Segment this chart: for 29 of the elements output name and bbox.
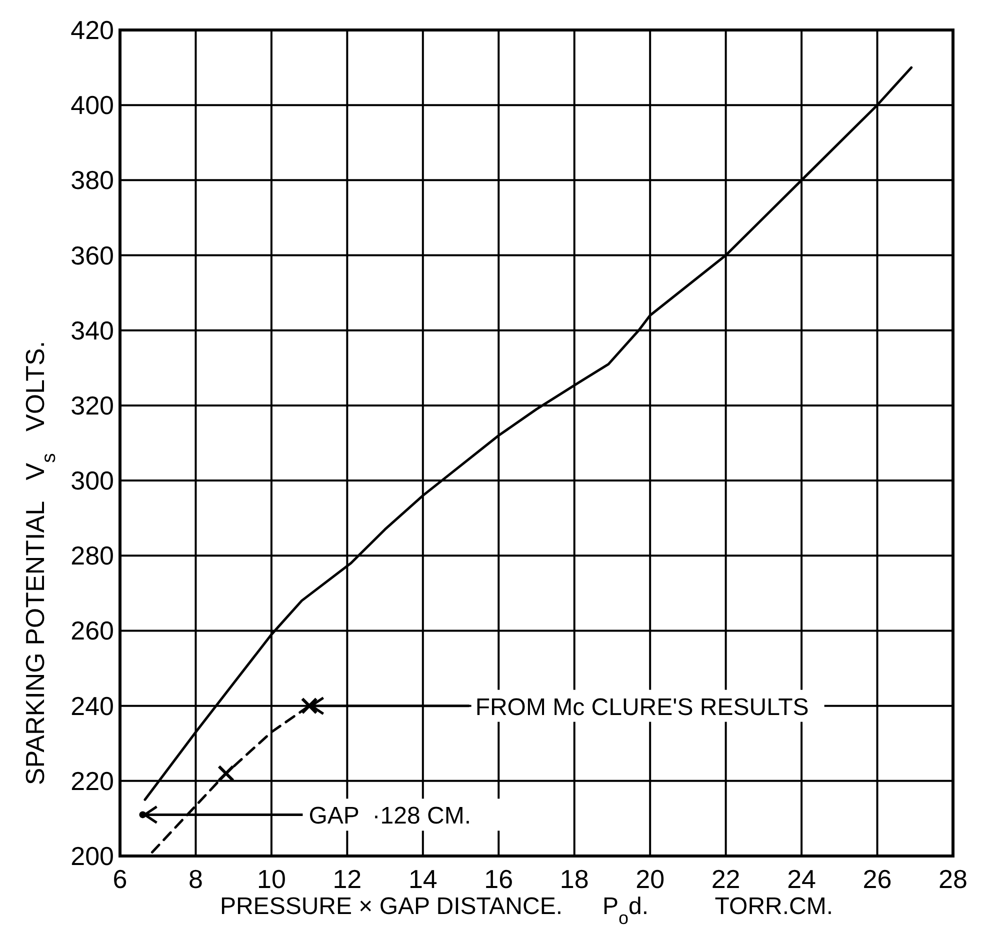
y-tick-label: 200 — [70, 841, 114, 871]
annotation: FROM Mc CLURE'S RESULTS — [475, 694, 809, 721]
x-tick-label: 16 — [484, 864, 514, 894]
y-tick-label: 280 — [70, 540, 114, 571]
x-tick-label: 24 — [787, 864, 816, 894]
x-tick-label: 6 — [112, 864, 128, 894]
x-tick-label: 14 — [408, 864, 438, 894]
x-axis-title: PRESSURE × GAP DISTANCE. P$_{o}$d. TORR.CM. — [220, 893, 834, 928]
x-tick-label: 28 — [938, 864, 968, 894]
y-tick-label: 400 — [70, 90, 114, 120]
y-tick-label: 260 — [70, 616, 114, 646]
y-tick-label: 420 — [70, 15, 114, 45]
y-tick-label: 360 — [70, 240, 114, 270]
x-tick-label: 26 — [862, 864, 892, 894]
y-tick-label: 380 — [70, 165, 114, 196]
x-tick-label: 8 — [188, 864, 203, 894]
y-tick-label: 340 — [70, 315, 114, 346]
annotation: GAP ·128 CM. — [308, 802, 471, 830]
x-tick-label: 10 — [256, 864, 286, 894]
y-tick-label: 320 — [70, 390, 114, 420]
y-tick-label: 220 — [70, 766, 114, 796]
x-tick-label: 18 — [560, 864, 589, 894]
x-tick-label: 12 — [332, 864, 362, 894]
point — [218, 764, 235, 782]
y-tick-label: 240 — [70, 690, 114, 721]
x-tick-label: 20 — [636, 864, 665, 894]
point — [300, 697, 318, 714]
y-tick-label: 300 — [70, 466, 114, 496]
x-tick-label: 22 — [711, 864, 740, 894]
